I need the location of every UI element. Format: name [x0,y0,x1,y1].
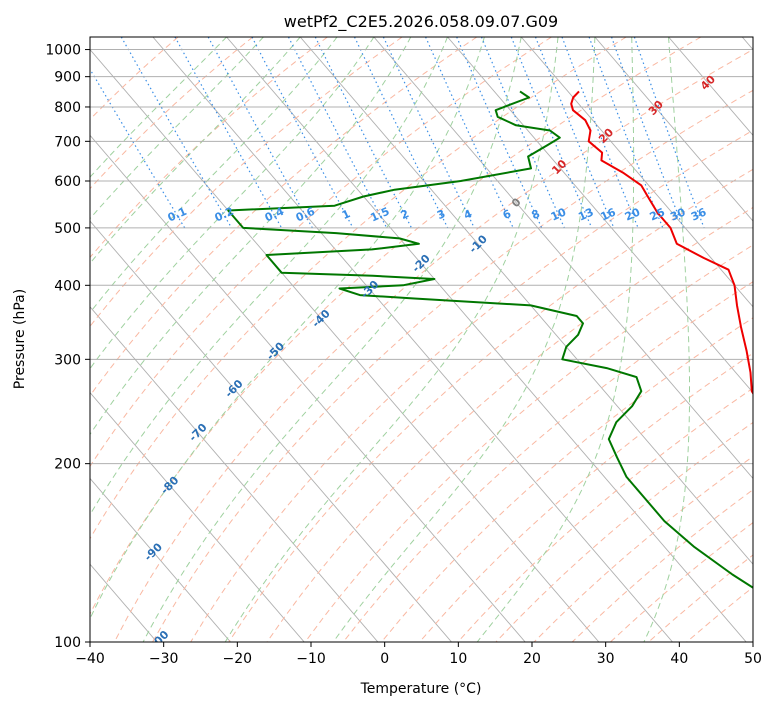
profile-series [227,90,753,589]
y-tick-label: 500 [54,221,81,237]
isotherm-line [520,37,753,308]
mixing-ratio-line [251,37,354,229]
x-tick-label: −40 [75,651,105,667]
x-tick-label: 0 [380,651,389,667]
mixing-ratio-label: 36 [689,205,709,223]
dry-adiabat-line [228,168,753,642]
dry-adiabat-line [304,244,753,642]
isotherm-line [90,391,305,642]
y-axis-label: Pressure (hPa) [12,289,28,389]
dry-adiabat-lines [90,37,753,642]
mixing-ratio-line [90,68,186,229]
mixing-ratio-line [353,37,449,229]
y-tick-label: 600 [54,174,81,190]
plot-background [90,37,753,642]
dry-adiabat-line [342,281,753,642]
moist-adiabat-line [90,37,338,314]
y-tick-label: 400 [54,278,81,294]
mixing-ratio-label: 30 [668,205,688,223]
dry-adiabat-line [90,37,478,397]
temperature-line [570,90,753,396]
y-tick-label: 200 [54,457,81,473]
mixing-ratio-label: 16 [599,205,619,223]
dry-adiabat-line [190,129,753,642]
isotherm-line [373,37,753,480]
isotherm-line [90,134,526,642]
mixing-ratio-line [207,37,313,229]
dry-adiabat-line [90,37,403,328]
dry-adiabat-line [381,317,753,642]
moist-adiabat-line [90,37,449,516]
mixing-ratio-label: 25 [648,206,667,224]
dry-adiabat-line [90,37,328,259]
mixing-ratio-label: 20 [623,205,643,223]
moist-adiabat-line [90,37,412,436]
dry-adiabat-line [90,37,254,190]
y-tick-label: 100 [54,635,81,651]
x-tick-label: 30 [597,651,615,667]
moist-adiabat-line [476,37,635,642]
isotherm-line [594,37,753,222]
moist-adiabat-line [90,37,485,620]
dry-adiabat-line [90,37,179,121]
x-axis-ticks: −40 −30 −20 −10 0 10 20 30 40 50 [75,642,762,667]
moist-adiabat-line [90,37,375,370]
mixing-ratio-line [588,37,664,229]
dry-adiabat-line [113,49,753,642]
isotherm-line [152,37,673,642]
x-tick-label: 10 [449,651,467,667]
isotherm-line [299,37,753,565]
isotherm-line [0,37,10,642]
y-tick-label: 900 [54,70,81,86]
x-tick-label: −20 [223,651,253,667]
plot-frame [89,36,754,643]
dry-adiabat-line [419,352,753,642]
moist-adiabat-line [332,37,596,642]
isotherm-line [90,306,379,642]
mixing-ratio-line [425,37,514,229]
dry-adiabat-line [90,37,702,615]
x-axis-label: Temperature (°C) [360,681,482,697]
y-tick-label: 1000 [45,43,81,59]
mixing-ratio-line [561,37,639,229]
moist-adiabat-line [90,37,264,220]
y-tick-label: 300 [54,352,81,368]
mixing-ratio-line [120,37,233,229]
dry-adiabat-line [90,37,552,468]
isotherm-line [90,220,452,642]
x-tick-label: 20 [523,651,541,667]
pressure-grid-lines [90,49,753,642]
moist-adiabat-line [142,37,522,642]
y-axis-ticks: 1000 900 800 700 600 500 400 300 200 100 [45,43,90,651]
moist-adiabat-line [224,37,559,642]
x-tick-label: −10 [296,651,326,667]
x-tick-label: 40 [670,651,688,667]
mixing-ratio-line [382,37,475,229]
y-tick-label: 800 [54,100,81,116]
dry-adiabat-line [152,89,753,642]
y-tick-label: 700 [54,134,81,150]
dewpoint-line [227,90,753,589]
isotherm-line [447,37,753,394]
mixing-ratio-lines [90,37,705,229]
isotherm-line [226,37,747,642]
moist-adiabat-line [643,37,690,642]
moist-adiabat-line [90,37,301,265]
isotherm-line [90,477,231,642]
mixing-ratio-label: 13 [576,206,595,224]
x-tick-label: 50 [744,651,762,667]
chart-title: wetPf2_C2E5.2026.058.09.07.G09 [284,12,558,32]
x-tick-label: −30 [149,651,179,667]
moist-adiabat-lines [90,37,690,642]
dry-adiabat-line [90,37,627,540]
mixing-ratio-label: 10 [549,205,569,223]
